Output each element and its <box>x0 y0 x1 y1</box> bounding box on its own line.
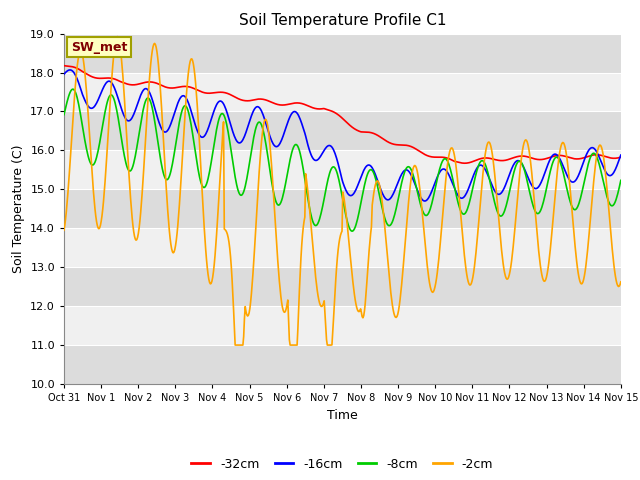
Bar <box>64 150 621 189</box>
Bar <box>64 72 621 111</box>
Legend: -32cm, -16cm, -8cm, -2cm: -32cm, -16cm, -8cm, -2cm <box>186 453 499 476</box>
Bar <box>64 34 621 72</box>
Bar <box>64 189 621 228</box>
X-axis label: Time: Time <box>327 408 358 421</box>
Text: SW_met: SW_met <box>71 40 127 54</box>
Bar <box>64 111 621 150</box>
Bar <box>64 267 621 306</box>
Y-axis label: Soil Temperature (C): Soil Temperature (C) <box>12 144 25 273</box>
Bar <box>64 306 621 345</box>
Bar <box>64 345 621 384</box>
Bar <box>64 228 621 267</box>
Title: Soil Temperature Profile C1: Soil Temperature Profile C1 <box>239 13 446 28</box>
